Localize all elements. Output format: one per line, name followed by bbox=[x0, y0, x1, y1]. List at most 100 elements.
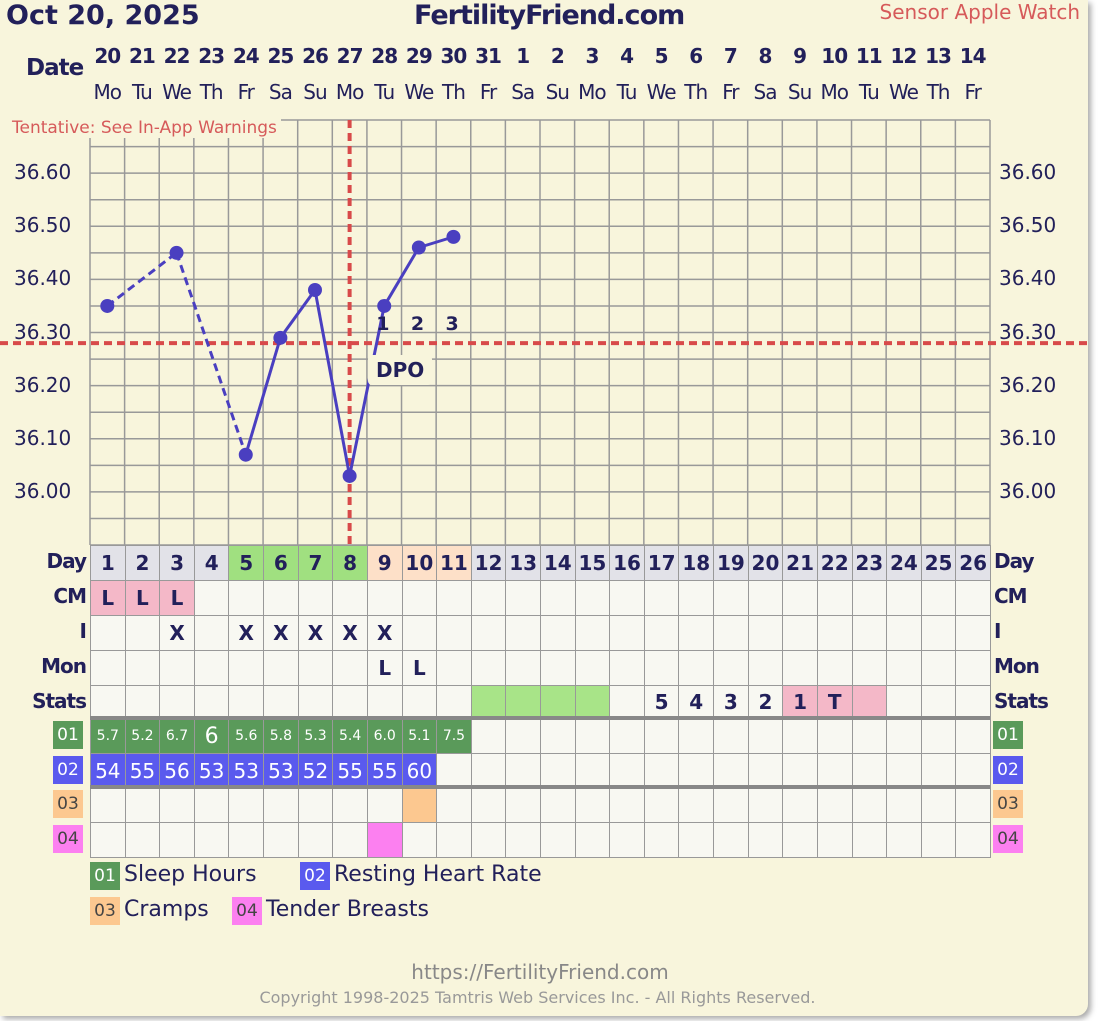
monitor-cell bbox=[920, 650, 957, 686]
cycle-day[interactable]: 10 bbox=[401, 545, 438, 581]
date-number: 2 bbox=[550, 44, 565, 68]
tender-cell bbox=[159, 822, 195, 858]
weekday: We bbox=[646, 80, 677, 104]
rhr-cell bbox=[678, 753, 715, 788]
date-number: 26 bbox=[302, 44, 329, 68]
tender-cell bbox=[124, 822, 161, 858]
monitor-cell bbox=[470, 650, 507, 686]
cycle-day[interactable]: 20 bbox=[747, 545, 784, 581]
cycle-day[interactable]: 24 bbox=[886, 545, 922, 581]
cramps-cell bbox=[332, 787, 368, 823]
sleep-cell: 6.7 bbox=[159, 718, 195, 754]
cycle-day[interactable]: 6 bbox=[263, 545, 299, 581]
cramps-cell bbox=[90, 787, 126, 823]
cramps-cell bbox=[263, 787, 299, 823]
rhr-cell: 55 bbox=[124, 753, 161, 788]
cycle-day[interactable]: 23 bbox=[851, 545, 888, 581]
stats-cell: T bbox=[816, 685, 853, 719]
temp-point bbox=[100, 298, 115, 313]
cycle-day[interactable]: 16 bbox=[609, 545, 645, 581]
intercourse-cell bbox=[539, 615, 576, 651]
rhr-cell bbox=[470, 753, 507, 788]
stats-cell bbox=[124, 685, 161, 719]
monitor-cell bbox=[574, 650, 611, 686]
date-number: 11 bbox=[855, 44, 883, 68]
weekday: Mo bbox=[578, 80, 606, 104]
cycle-day[interactable]: 13 bbox=[505, 545, 541, 581]
row-label-i-right: I bbox=[994, 619, 1002, 643]
cycle-day[interactable]: 15 bbox=[574, 545, 611, 581]
temp-point bbox=[377, 298, 392, 313]
cycle-day[interactable]: 1 bbox=[90, 545, 126, 581]
tender-cell bbox=[886, 822, 922, 858]
legend-swatch: 01 bbox=[90, 862, 120, 890]
y-tick-right: 36.20 bbox=[999, 372, 1057, 397]
cycle-day[interactable]: 9 bbox=[366, 545, 403, 581]
weekday: Mo bbox=[93, 80, 122, 104]
cycle-day[interactable]: 4 bbox=[193, 545, 230, 581]
cycle-day[interactable]: 11 bbox=[436, 545, 472, 581]
cm-cell bbox=[436, 580, 472, 616]
row-label-stats: Stats bbox=[32, 689, 87, 713]
weekday: Fr bbox=[237, 80, 255, 104]
stats-cell: 1 bbox=[782, 685, 818, 719]
tender-cell bbox=[851, 822, 888, 858]
cycle-day[interactable]: 8 bbox=[332, 545, 368, 581]
sleep-cell bbox=[574, 718, 611, 754]
cycle-day[interactable]: 22 bbox=[816, 545, 853, 581]
y-tick-left: 36.20 bbox=[14, 372, 72, 397]
cycle-day[interactable]: 12 bbox=[470, 545, 507, 581]
y-tick-left: 36.30 bbox=[14, 319, 72, 344]
cramps-cell bbox=[574, 787, 611, 823]
cycle-day[interactable]: 17 bbox=[643, 545, 680, 581]
cycle-day[interactable]: 3 bbox=[159, 545, 195, 581]
weekday: We bbox=[404, 80, 434, 104]
row-label-mon: Mon bbox=[41, 654, 87, 678]
temp-line-segment bbox=[175, 252, 248, 456]
cramps-cell bbox=[297, 787, 334, 823]
cramps-cell bbox=[505, 787, 541, 823]
cycle-day[interactable]: 2 bbox=[124, 545, 161, 581]
cycle-day[interactable]: 19 bbox=[713, 545, 749, 581]
cramps-cell bbox=[159, 787, 195, 823]
tender-cell bbox=[436, 822, 472, 858]
intercourse-cell bbox=[574, 615, 611, 651]
cramps-cell bbox=[713, 787, 749, 823]
cycle-day[interactable]: 26 bbox=[955, 545, 991, 581]
row-tag-02: 02 bbox=[53, 756, 83, 784]
tender-cell bbox=[574, 822, 611, 858]
cramps-cell bbox=[401, 787, 438, 823]
cm-cell bbox=[332, 580, 368, 616]
intercourse-cell bbox=[747, 615, 784, 651]
sleep-cell bbox=[782, 718, 818, 754]
date-number: 10 bbox=[821, 44, 848, 68]
temp-point bbox=[446, 229, 461, 244]
y-tick-left: 36.40 bbox=[14, 266, 72, 291]
monitor-cell bbox=[678, 650, 715, 686]
cm-cell bbox=[505, 580, 541, 616]
intercourse-cell: X bbox=[228, 615, 265, 651]
rhr-cell bbox=[505, 753, 541, 788]
footer-url[interactable]: https://FertilityFriend.com bbox=[411, 960, 669, 984]
cycle-day[interactable]: 25 bbox=[920, 545, 957, 581]
tender-cell bbox=[366, 822, 403, 858]
cramps-cell bbox=[228, 787, 265, 823]
rhr-cell: 56 bbox=[159, 753, 195, 788]
weekday: Sa bbox=[268, 80, 293, 104]
cycle-day[interactable]: 18 bbox=[678, 545, 715, 581]
cycle-day[interactable]: 5 bbox=[228, 545, 265, 581]
monitor-cell: L bbox=[366, 650, 403, 686]
monitor-cell bbox=[263, 650, 299, 686]
legend-label: Sleep Hours bbox=[124, 862, 257, 887]
cycle-day[interactable]: 14 bbox=[539, 545, 576, 581]
legend-label: Tender Breasts bbox=[266, 897, 429, 922]
sleep-cell bbox=[539, 718, 576, 754]
cycle-day[interactable]: 7 bbox=[297, 545, 334, 581]
weekday: Fr bbox=[722, 80, 739, 104]
rhr-cell bbox=[539, 753, 576, 788]
rhr-cell: 53 bbox=[263, 753, 299, 788]
intercourse-cell bbox=[782, 615, 818, 651]
cycle-day[interactable]: 21 bbox=[782, 545, 818, 581]
cm-cell bbox=[747, 580, 784, 616]
cm-cell bbox=[228, 580, 265, 616]
